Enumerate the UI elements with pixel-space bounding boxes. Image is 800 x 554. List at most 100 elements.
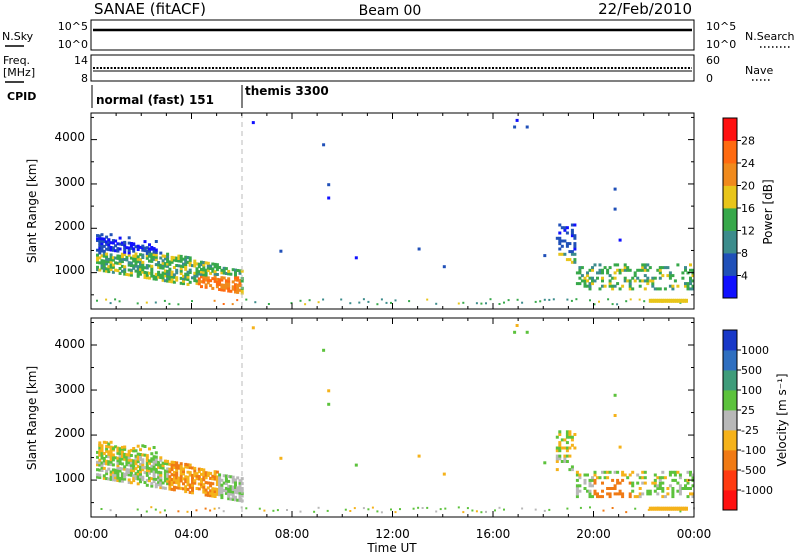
echo-cell bbox=[109, 268, 113, 271]
echo-cell bbox=[583, 481, 587, 485]
echo-cell bbox=[172, 471, 176, 474]
echo-cell bbox=[166, 272, 170, 276]
echo-cell bbox=[613, 492, 617, 496]
echo-cell bbox=[616, 481, 620, 485]
echo-cell bbox=[236, 299, 239, 302]
echo-cell bbox=[129, 454, 133, 457]
echo-cell bbox=[417, 454, 421, 458]
echo-cell bbox=[666, 274, 670, 278]
echo-cell bbox=[123, 447, 127, 451]
nsky-tick-top: 10^5 bbox=[58, 20, 88, 33]
echo-cell bbox=[197, 487, 201, 491]
echo-cell bbox=[206, 269, 210, 273]
echo-cell bbox=[598, 268, 602, 272]
echo-cell bbox=[105, 255, 109, 259]
echo-cell bbox=[234, 495, 237, 499]
echo-cell bbox=[143, 240, 147, 244]
echo-cell bbox=[127, 480, 131, 484]
echo-cell bbox=[213, 262, 217, 266]
echo-cell bbox=[127, 461, 131, 464]
echo-cell bbox=[231, 280, 235, 284]
velocity-colorbar-frame bbox=[722, 329, 738, 511]
echo-cell bbox=[96, 463, 99, 467]
echo-cell bbox=[163, 462, 167, 465]
echo-cell bbox=[139, 245, 142, 249]
echo-cell bbox=[120, 255, 124, 259]
echo-cell bbox=[96, 450, 99, 454]
echo-cell bbox=[172, 280, 176, 284]
echo-cell bbox=[111, 270, 115, 274]
echo-cell bbox=[349, 302, 352, 305]
echo-cell bbox=[172, 258, 176, 262]
echo-cell bbox=[195, 472, 199, 476]
echo-cell bbox=[125, 258, 129, 262]
echo-cell bbox=[267, 303, 270, 305]
echo-cell bbox=[227, 277, 231, 281]
echo-cell bbox=[150, 255, 154, 259]
echo-cell bbox=[231, 303, 234, 306]
echo-cell bbox=[202, 268, 206, 272]
echo-cell bbox=[650, 506, 654, 511]
echo-cell bbox=[145, 464, 149, 467]
echo-cell bbox=[100, 469, 104, 472]
echo-cell bbox=[105, 469, 109, 473]
echo-cell bbox=[565, 446, 569, 450]
echo-cell bbox=[691, 495, 695, 499]
echo-cell bbox=[102, 244, 106, 248]
echo-cell bbox=[565, 441, 569, 445]
echo-cell bbox=[563, 446, 567, 450]
echo-cell bbox=[152, 480, 156, 483]
echo-cell bbox=[220, 491, 224, 495]
echo-cell bbox=[159, 478, 163, 482]
echo-cell bbox=[515, 118, 519, 122]
echo-cell bbox=[606, 487, 610, 490]
colorbar-swatch bbox=[723, 330, 737, 351]
colorbar-swatch bbox=[723, 370, 737, 391]
echo-cell bbox=[166, 277, 170, 281]
echo-cell bbox=[643, 279, 647, 283]
echo-cell bbox=[127, 251, 131, 255]
echo-cell bbox=[114, 445, 118, 449]
echo-cell bbox=[691, 484, 695, 488]
echo-cell bbox=[238, 281, 242, 285]
echo-cell bbox=[206, 261, 210, 265]
echo-cell bbox=[643, 476, 647, 480]
echo-cell bbox=[114, 239, 118, 243]
echo-cell bbox=[633, 279, 637, 283]
echo-cell bbox=[166, 264, 170, 268]
echo-cell bbox=[154, 255, 158, 259]
echo-cell bbox=[105, 445, 109, 448]
echo-cell bbox=[613, 187, 617, 191]
echo-cell bbox=[663, 266, 667, 270]
echo-cell bbox=[105, 298, 108, 301]
echo-cell bbox=[625, 511, 628, 514]
echo-cell bbox=[109, 453, 113, 457]
velocity-ytick-2000: 2000 bbox=[54, 426, 85, 440]
echo-cell bbox=[136, 460, 140, 464]
echo-cell bbox=[193, 279, 197, 283]
echo-cell bbox=[218, 480, 222, 484]
echo-cell bbox=[100, 464, 104, 467]
echo-cell bbox=[134, 262, 138, 266]
echo-cell bbox=[651, 481, 655, 485]
echo-cell bbox=[616, 478, 620, 482]
echo-cell bbox=[107, 248, 111, 252]
echo-cell bbox=[136, 452, 140, 456]
echo-cell bbox=[152, 460, 156, 464]
echo-cell bbox=[152, 462, 156, 466]
echo-cell bbox=[462, 301, 465, 304]
echo-cell bbox=[139, 475, 142, 479]
echo-cell bbox=[134, 264, 138, 268]
cpid-segment-1: normal (fast) 151 bbox=[96, 93, 214, 107]
echo-cell bbox=[671, 487, 675, 490]
echo-cell bbox=[159, 486, 163, 490]
echo-cell bbox=[646, 263, 650, 267]
echo-cell bbox=[234, 483, 237, 487]
time-axis-title: Time UT bbox=[366, 541, 417, 554]
echo-cell bbox=[671, 284, 675, 288]
echo-cell bbox=[150, 484, 154, 488]
echo-cell bbox=[211, 286, 215, 290]
echo-cell bbox=[193, 259, 197, 263]
echo-cell bbox=[127, 241, 131, 245]
echo-cell bbox=[195, 262, 199, 266]
